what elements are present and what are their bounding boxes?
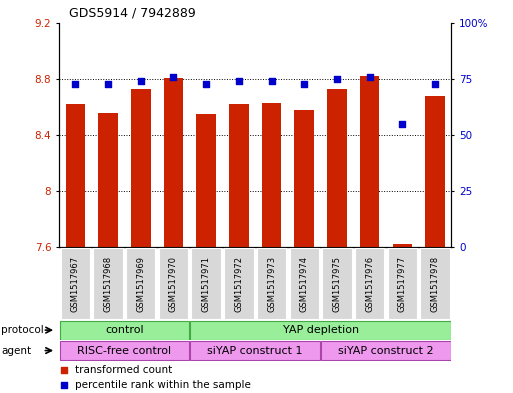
Bar — [98, 113, 118, 247]
Bar — [164, 78, 183, 247]
Bar — [126, 248, 155, 319]
Point — [202, 81, 210, 87]
Bar — [360, 76, 380, 247]
Point — [136, 78, 145, 84]
Point — [104, 81, 112, 87]
Bar — [425, 96, 445, 247]
Text: GSM1517970: GSM1517970 — [169, 255, 178, 312]
Text: agent: agent — [1, 345, 31, 356]
Text: protocol: protocol — [1, 325, 44, 335]
Bar — [355, 248, 384, 319]
Text: GSM1517968: GSM1517968 — [104, 255, 112, 312]
Point — [61, 382, 69, 388]
Text: GSM1517973: GSM1517973 — [267, 255, 276, 312]
Bar — [190, 321, 451, 340]
Text: control: control — [105, 325, 144, 335]
Bar — [289, 248, 319, 319]
Bar — [159, 248, 188, 319]
Point — [398, 121, 406, 127]
Bar — [60, 321, 189, 340]
Point — [366, 74, 374, 80]
Bar — [224, 248, 253, 319]
Bar — [321, 341, 451, 360]
Text: GSM1517975: GSM1517975 — [332, 255, 342, 312]
Bar — [262, 103, 281, 247]
Bar — [93, 248, 123, 319]
Text: GDS5914 / 7942889: GDS5914 / 7942889 — [69, 6, 196, 19]
Text: siYAP construct 1: siYAP construct 1 — [207, 345, 303, 356]
Bar — [190, 341, 320, 360]
Bar — [191, 248, 221, 319]
Text: GSM1517978: GSM1517978 — [430, 255, 440, 312]
Point — [71, 81, 80, 87]
Text: YAP depletion: YAP depletion — [283, 325, 359, 335]
Bar — [420, 248, 450, 319]
Point — [431, 81, 439, 87]
Text: siYAP construct 2: siYAP construct 2 — [338, 345, 434, 356]
Point — [300, 81, 308, 87]
Bar — [388, 248, 417, 319]
Text: RISC-free control: RISC-free control — [77, 345, 171, 356]
Bar — [229, 105, 249, 247]
Text: GSM1517967: GSM1517967 — [71, 255, 80, 312]
Bar — [294, 110, 314, 247]
Text: GSM1517977: GSM1517977 — [398, 255, 407, 312]
Point — [169, 74, 177, 80]
Bar — [131, 89, 150, 247]
Text: GSM1517974: GSM1517974 — [300, 255, 309, 312]
Bar — [66, 105, 85, 247]
Point — [267, 78, 275, 84]
Text: GSM1517976: GSM1517976 — [365, 255, 374, 312]
Bar — [322, 248, 352, 319]
Point — [333, 76, 341, 82]
Text: GSM1517972: GSM1517972 — [234, 255, 243, 312]
Bar — [392, 244, 412, 247]
Bar — [60, 341, 189, 360]
Text: transformed count: transformed count — [75, 365, 173, 375]
Text: percentile rank within the sample: percentile rank within the sample — [75, 380, 251, 390]
Bar — [196, 114, 216, 247]
Bar — [257, 248, 286, 319]
Bar — [61, 248, 90, 319]
Bar — [327, 89, 347, 247]
Point — [61, 367, 69, 373]
Text: GSM1517971: GSM1517971 — [202, 255, 211, 312]
Text: GSM1517969: GSM1517969 — [136, 255, 145, 312]
Point — [235, 78, 243, 84]
